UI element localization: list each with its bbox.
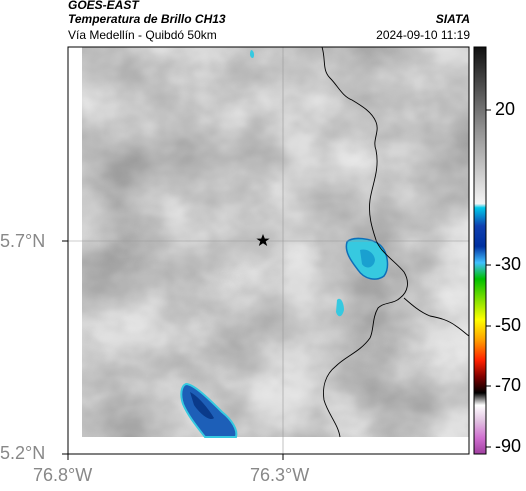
cold-cloud-southwest-core (190, 392, 214, 420)
agency-label: SIATA (435, 12, 470, 26)
colorbar-label: 20 (495, 99, 516, 119)
colorbar-label: -70 (495, 375, 522, 395)
colorbar-label: -30 (495, 254, 522, 274)
boundary-line-east (403, 297, 469, 337)
colorbar-label: -50 (495, 315, 522, 335)
colorbar (474, 47, 486, 454)
satellite-title: GOES-EAST (68, 0, 139, 12)
cloud-field (82, 47, 469, 437)
cold-cloud-small (336, 298, 344, 317)
map-frame (67, 46, 470, 455)
lat-label-5-2: 5.2°N (0, 443, 46, 463)
cold-cloud-core (360, 249, 375, 268)
region-subtitle: Vía Medellín - Quibdó 50km (68, 28, 217, 42)
datetime-label: 2024-09-10 11:19 (376, 28, 470, 42)
colorbar-label: -90 (495, 436, 522, 456)
lat-label-5-7: 5.7°N (0, 231, 46, 251)
product-title: Temperatura de Brillo CH13 (68, 12, 226, 26)
colorbar-frame (473, 46, 487, 455)
boundary-line (321, 47, 408, 438)
star-icon (256, 234, 270, 246)
cold-cloud-top (249, 50, 255, 58)
lon-label-76-8: 76.8°W (33, 465, 93, 485)
lon-label-76-3: 76.3°W (250, 465, 310, 485)
